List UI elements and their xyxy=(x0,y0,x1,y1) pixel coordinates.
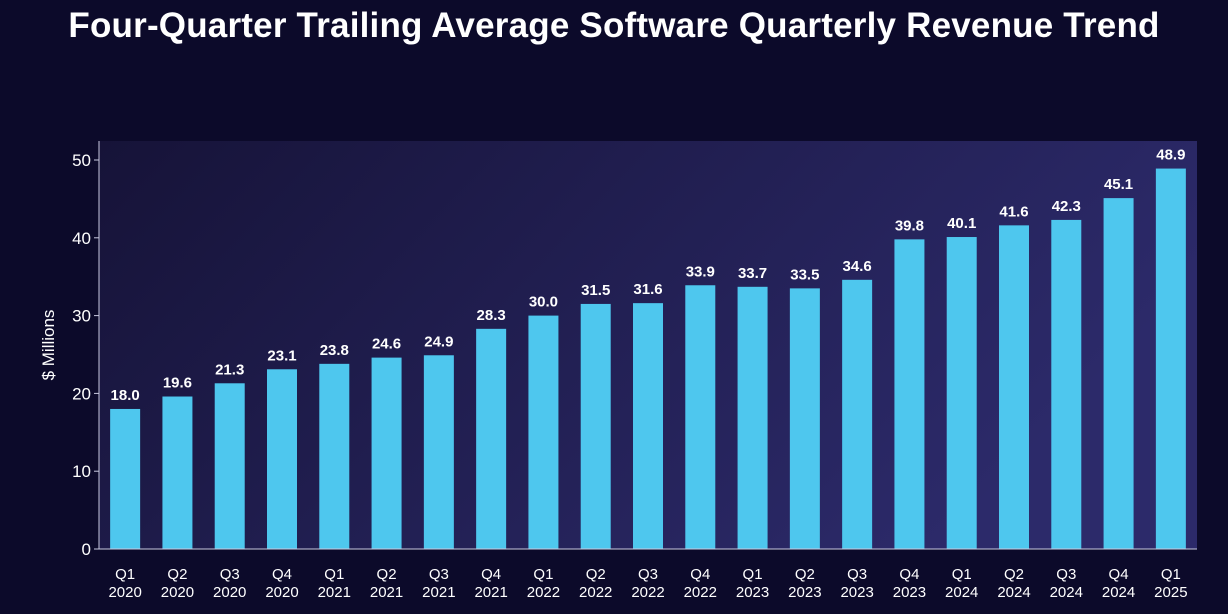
bar xyxy=(528,315,559,549)
bar xyxy=(371,357,402,549)
y-tick-label: 10 xyxy=(72,462,91,481)
value-label: 48.9 xyxy=(1156,147,1185,164)
x-tick-label: Q1 2020 xyxy=(108,566,141,601)
value-label: 42.3 xyxy=(1052,198,1081,215)
value-label: 23.1 xyxy=(267,347,296,364)
value-label: 30.0 xyxy=(529,294,558,311)
y-axis-ticks-group: 0 10 20 30 40 50 xyxy=(72,151,99,559)
bar xyxy=(423,355,454,549)
value-label: 21.3 xyxy=(215,361,244,378)
bar xyxy=(1155,168,1186,549)
x-tick-label: Q1 2024 xyxy=(945,566,978,601)
y-tick-label: 40 xyxy=(72,229,91,248)
x-tick-label: Q2 2024 xyxy=(997,566,1030,601)
value-label: 34.6 xyxy=(843,258,872,275)
bar xyxy=(737,286,768,549)
x-tick-label: Q3 2021 xyxy=(422,566,455,601)
x-tick-label: Q4 2020 xyxy=(265,566,298,601)
bar xyxy=(894,239,925,550)
bar xyxy=(267,369,297,549)
x-tick-label: Q4 2021 xyxy=(474,566,507,601)
x-tick-label: Q1 2023 xyxy=(736,566,769,601)
value-labels-group: 18.0 19.6 21.3 23.1 23.8 24.6 24.9 28.3 30.0 31.5… xyxy=(111,147,1186,404)
bar xyxy=(999,225,1029,549)
x-tick-label: Q3 2022 xyxy=(631,566,664,601)
value-label: 33.9 xyxy=(686,263,715,280)
bar xyxy=(1051,219,1082,549)
x-tick-label: Q1 2021 xyxy=(318,566,351,601)
y-tick-label: 0 xyxy=(82,540,91,559)
x-tick-label: Q1 2025 xyxy=(1154,566,1187,601)
x-tick-label: Q4 2023 xyxy=(893,566,926,601)
value-label: 24.6 xyxy=(372,336,401,353)
value-label: 28.3 xyxy=(477,307,506,324)
y-tick-label: 50 xyxy=(72,151,91,170)
x-tick-label: Q3 2023 xyxy=(840,566,873,601)
y-axis-title: $ Millions xyxy=(39,310,58,381)
bars-group xyxy=(110,168,1186,550)
chart-title: Four-Quarter Trailing Average Software Q… xyxy=(68,6,1160,45)
bar xyxy=(319,363,350,549)
value-label: 41.6 xyxy=(999,203,1028,220)
x-tick-label: Q2 2023 xyxy=(788,566,821,601)
value-label: 31.5 xyxy=(581,282,610,299)
x-tick-label: Q1 2022 xyxy=(527,566,560,601)
x-tick-label: Q2 2022 xyxy=(579,566,612,601)
bar xyxy=(1103,198,1134,549)
bar xyxy=(685,285,716,549)
value-label: 31.6 xyxy=(633,281,662,298)
y-tick-label: 30 xyxy=(72,307,91,326)
bar xyxy=(946,237,977,549)
bar xyxy=(842,279,873,549)
value-label: 18.0 xyxy=(111,387,140,404)
bar xyxy=(214,383,245,549)
x-tick-label: Q4 2024 xyxy=(1102,566,1135,601)
bar xyxy=(476,328,507,549)
x-tick-label: Q2 2021 xyxy=(370,566,403,601)
value-label: 33.7 xyxy=(738,265,767,282)
bar xyxy=(633,303,663,549)
value-label: 23.8 xyxy=(320,342,349,359)
value-label: 40.1 xyxy=(947,215,976,232)
bar xyxy=(789,288,820,549)
x-tick-label: Q4 2022 xyxy=(684,566,717,601)
x-tick-label: Q3 2024 xyxy=(1050,566,1083,601)
value-label: 33.5 xyxy=(790,266,819,283)
x-tick-label: Q2 2020 xyxy=(161,566,194,601)
value-label: 39.8 xyxy=(895,217,924,234)
bar xyxy=(162,396,193,549)
y-tick-label: 20 xyxy=(72,384,91,403)
value-label: 45.1 xyxy=(1104,176,1133,193)
x-tick-label: Q3 2020 xyxy=(213,566,246,601)
bar xyxy=(110,408,141,549)
category-labels-group: Q1 2020 Q2 2020 Q3 2020 Q4 2020 Q1 2021 Q2 2021 Q3 20… xyxy=(108,566,1187,601)
value-label: 24.9 xyxy=(424,333,453,350)
bar xyxy=(580,303,611,549)
value-label: 19.6 xyxy=(163,375,192,392)
